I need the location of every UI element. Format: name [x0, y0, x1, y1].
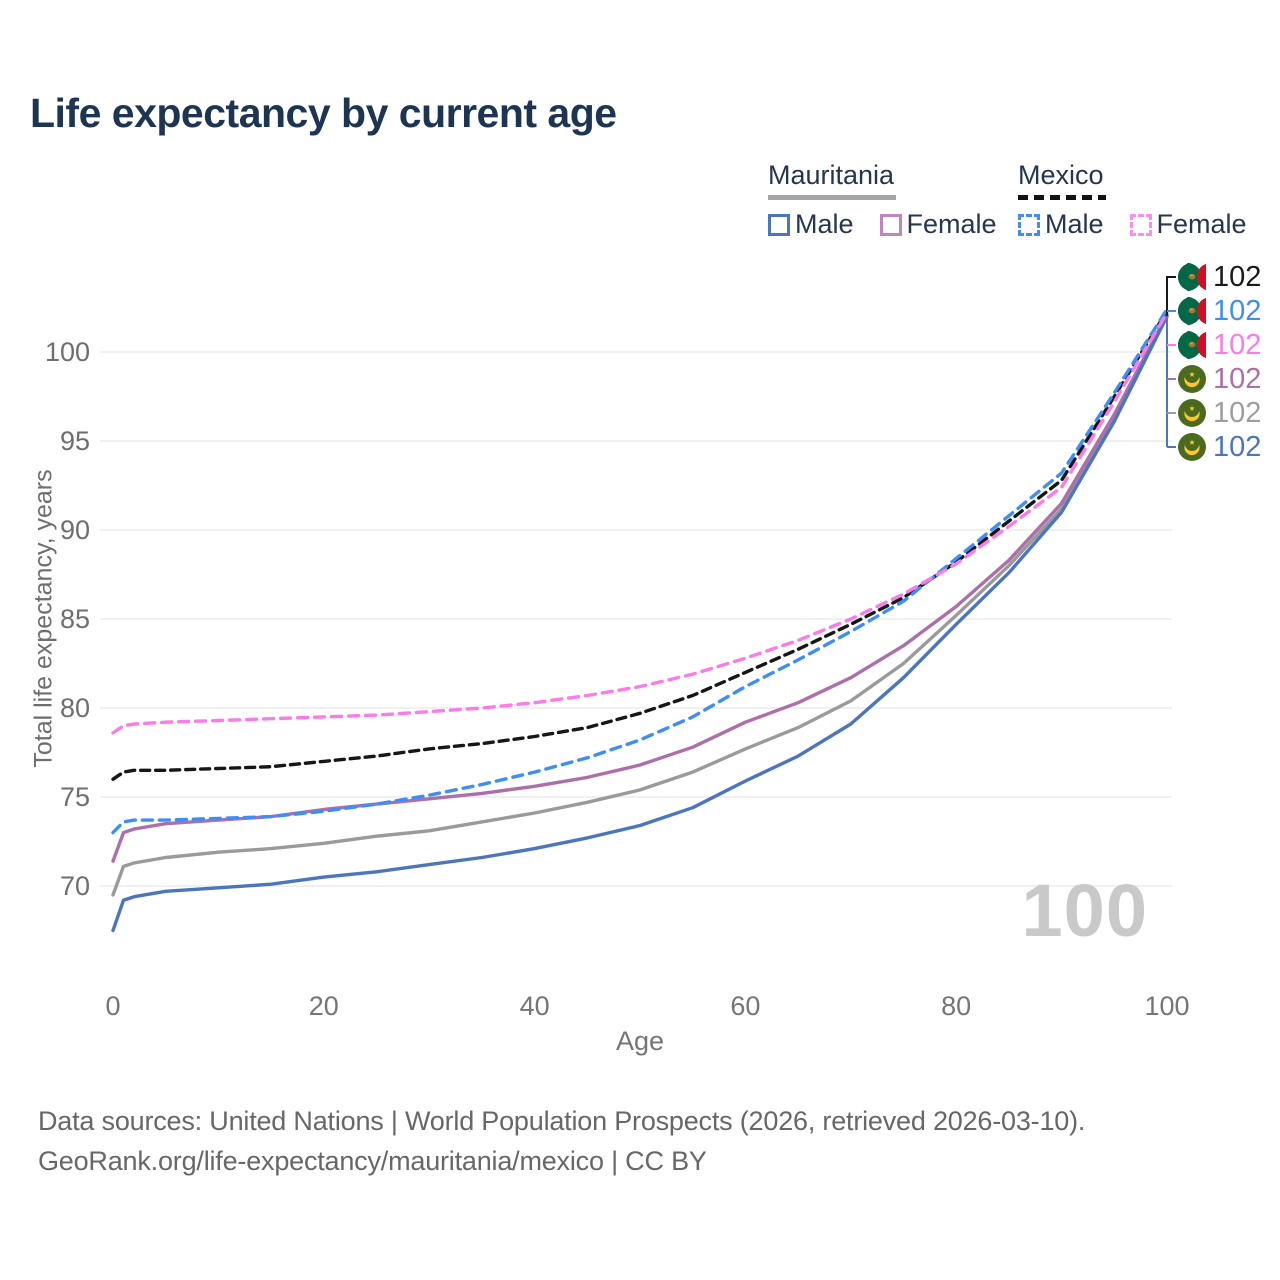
x-tick-label: 40 — [519, 991, 550, 1021]
legend-checkbox-mexico-male[interactable]: Male — [1018, 209, 1104, 240]
y-tick-label: 75 — [59, 782, 90, 812]
legend-checkbox-mauritania-male[interactable]: Male — [768, 209, 854, 240]
legend-country-mexico: Mexico — [1018, 160, 1104, 190]
data-sources-text: Data sources: United Nations | World Pop… — [38, 1106, 1086, 1136]
series-end-label: 102 — [1178, 262, 1261, 292]
checkbox-icon — [1129, 213, 1152, 236]
end-value: 102 — [1213, 363, 1262, 395]
mexico-flag-icon — [1178, 331, 1206, 359]
series-end-label: 102 — [1178, 432, 1261, 462]
legend-label-female: Female — [1156, 209, 1247, 239]
legend-line-style-solid — [768, 195, 896, 200]
legend-label-male: Male — [795, 209, 854, 239]
end-value: 102 — [1213, 295, 1262, 327]
series-end-label: 102 — [1178, 296, 1261, 326]
line-mexico-female — [111, 311, 1169, 735]
attribution-url-text: GeoRank.org/life-expectancy/mauritania/m… — [38, 1146, 707, 1176]
legend-group-mexico: Mexico Male Female — [1018, 160, 1247, 240]
x-tick-label: 100 — [1144, 991, 1190, 1021]
line-mexico-both — [111, 309, 1169, 781]
legend-group-mauritania: Mauritania Male Female — [768, 160, 997, 240]
x-axis-title: Age — [615, 1026, 665, 1056]
series-end-label: 102 — [1178, 330, 1261, 360]
legend-checkbox-mauritania-female[interactable]: Female — [879, 209, 997, 240]
x-tick-label: 20 — [308, 991, 339, 1021]
checkbox-icon — [879, 213, 902, 236]
mexico-flag-icon — [1178, 297, 1206, 325]
series-end-label: 102 — [1178, 364, 1261, 394]
line-mauritania-female — [111, 312, 1169, 863]
y-tick-label: 95 — [59, 426, 90, 456]
line-mexico-male — [111, 307, 1169, 835]
mauritania-flag-icon — [1178, 399, 1206, 427]
mauritania-flag-icon — [1178, 365, 1206, 393]
legend-country-mauritania: Mauritania — [768, 160, 895, 190]
end-value: 102 — [1213, 397, 1262, 429]
line-mauritania-both — [111, 312, 1169, 897]
x-tick-label: 60 — [730, 991, 761, 1021]
legend-label-female: Female — [906, 209, 997, 239]
age-watermark: 100 — [1021, 869, 1148, 952]
mauritania-flag-icon — [1178, 433, 1206, 461]
legend-label-male: Male — [1045, 209, 1104, 239]
end-value: 102 — [1213, 261, 1262, 293]
end-value: 102 — [1213, 329, 1262, 361]
y-tick-label: 90 — [59, 515, 90, 545]
checkbox-icon — [768, 213, 790, 236]
y-tick-label: 80 — [59, 693, 90, 723]
x-tick-label: 80 — [941, 991, 972, 1021]
checkbox-icon — [1018, 213, 1040, 236]
y-tick-label: 100 — [44, 337, 90, 367]
line-mauritania-male — [111, 314, 1169, 933]
legend-line-style-dashed — [1018, 195, 1106, 200]
series-end-label: 102 — [1178, 398, 1261, 428]
page-title: Life expectancy by current age — [30, 90, 617, 136]
mexico-flag-icon — [1178, 263, 1206, 291]
end-value: 102 — [1213, 431, 1262, 463]
y-tick-label: 70 — [59, 871, 90, 901]
y-tick-label: 85 — [59, 604, 90, 634]
x-tick-label: 0 — [105, 991, 121, 1021]
legend-checkbox-mexico-female[interactable]: Female — [1129, 209, 1247, 240]
leader-line — [1166, 276, 1176, 316]
